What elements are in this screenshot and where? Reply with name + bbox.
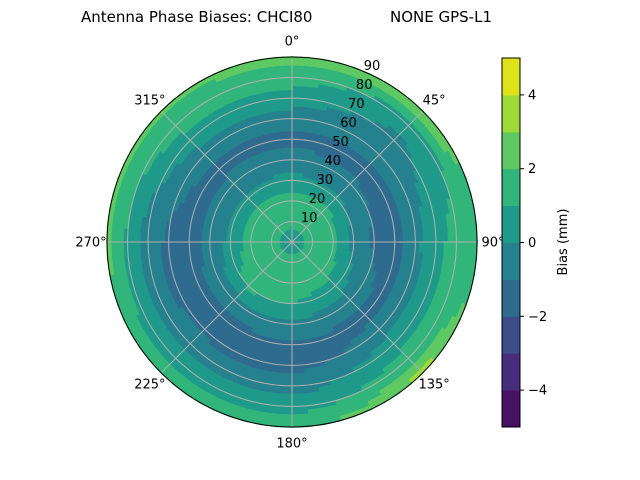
theta-tick-label: 225°: [134, 378, 165, 393]
theta-tick-label: 90°: [481, 236, 504, 251]
polar-frame: [106, 56, 478, 428]
angular-gridline: [291, 110, 424, 243]
theta-tick-label: 315°: [134, 93, 165, 108]
colorbar-band: [502, 58, 520, 96]
colorbar-band: [502, 131, 520, 170]
theta-tick-label: 0°: [285, 35, 300, 50]
r-tick-label: 20: [309, 192, 326, 207]
colorbar-label: Bias (mm): [556, 209, 571, 276]
colorbar-tick-label: −4: [528, 384, 547, 399]
r-tick-label: 70: [348, 97, 365, 112]
r-tick-label: 90: [364, 59, 381, 74]
axis-labels: 0° 45° 90° 135° 180° 225° 270° 315° 10 20 30 40 50 60…: [75, 35, 504, 452]
theta-tick-label: 135°: [418, 378, 449, 393]
theta-tick-label: 180°: [276, 437, 307, 452]
r-tick-label: 30: [317, 173, 334, 188]
r-tick-label: 80: [356, 78, 373, 93]
grid-layer: [106, 56, 478, 428]
r-tick-label: 60: [340, 116, 357, 131]
colorbar-tick-label: −2: [528, 310, 547, 325]
chart-title-right: NONE GPS-L1: [390, 8, 492, 26]
r-tick-label: 40: [324, 154, 341, 169]
theta-tick-label: 45°: [423, 93, 446, 108]
contour-layer: [106, 56, 478, 428]
colorbar-band: [502, 94, 520, 133]
colorbar-tick-label: 2: [528, 162, 536, 177]
colorbar-band: [502, 279, 520, 317]
colorbar-band: [502, 353, 520, 391]
colorbar-tick-label: 0: [528, 236, 536, 251]
colorbar: −4 −2 0 2 4 Bias (mm): [501, 57, 571, 428]
r-tick-label: 10: [301, 211, 318, 226]
angular-gridline: [160, 241, 293, 374]
colorbar-band: [502, 316, 520, 354]
angular-gridline: [160, 110, 293, 243]
r-tick-label: 50: [332, 135, 349, 150]
colorbar-band: [502, 390, 520, 428]
colorbar-tick-label: 4: [528, 88, 536, 103]
colorbar-band: [502, 242, 520, 280]
angular-gridline: [291, 241, 424, 374]
theta-tick-label: 270°: [75, 236, 106, 251]
colorbar-band: [502, 168, 520, 207]
chart-title-left: Antenna Phase Biases: CHCI80: [81, 8, 313, 26]
colorbar-band: [502, 205, 520, 243]
